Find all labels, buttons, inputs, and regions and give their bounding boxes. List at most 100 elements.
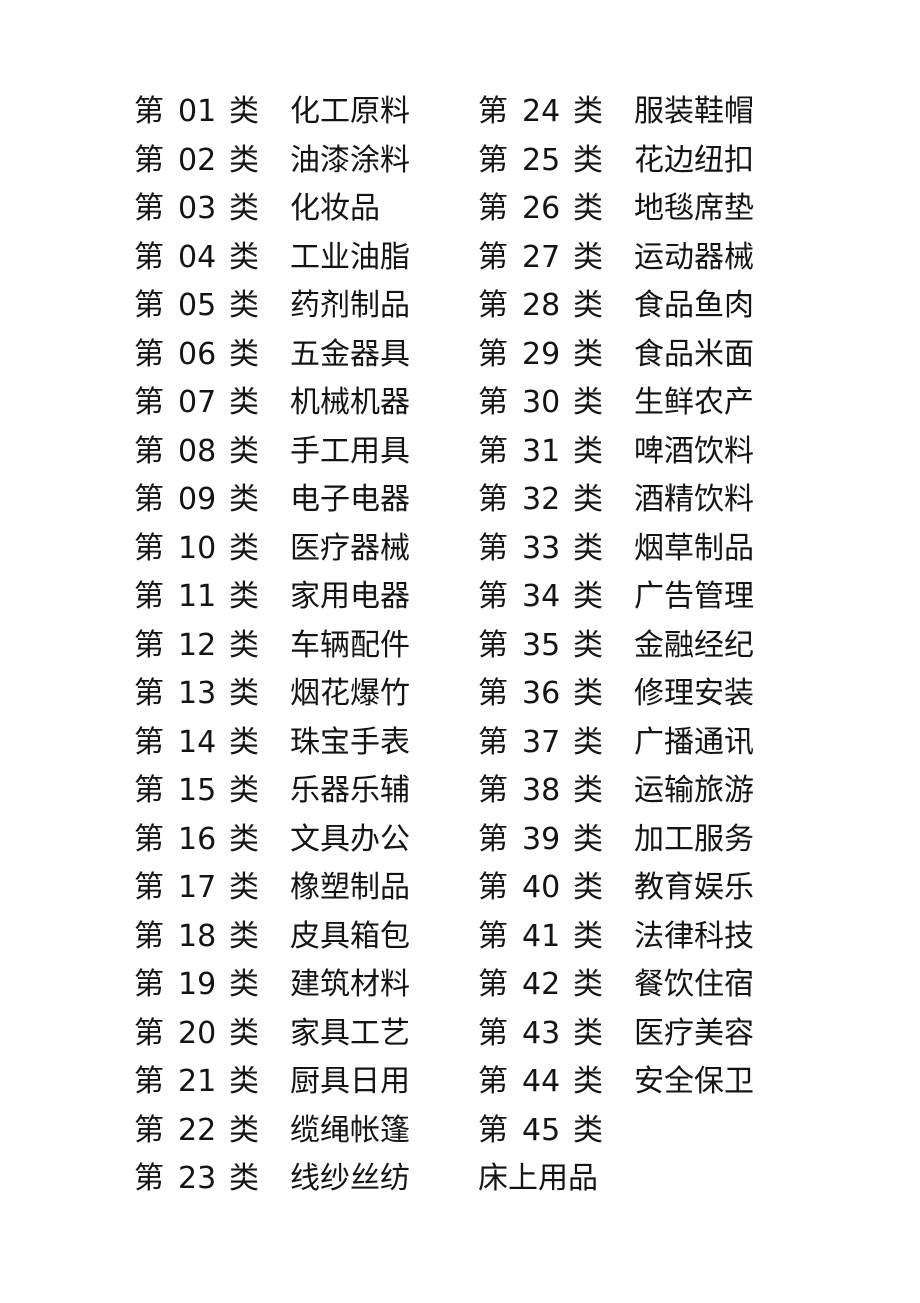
class-prefix: 第 — [134, 94, 164, 129]
class-number: 31 — [522, 433, 561, 469]
class-number: 26 — [522, 191, 561, 226]
class-label: 油漆涂料 — [290, 142, 410, 178]
right-entry: 第 30 类生鲜农产 — [478, 379, 920, 428]
class-suffix: 类 — [573, 385, 603, 420]
class-label: 电子电器 — [290, 482, 410, 517]
class-prefix: 第 — [134, 627, 164, 663]
class-suffix: 类 — [573, 627, 603, 663]
class-row: 第 19 类建筑材料 第 42 类餐饮住宿 — [134, 961, 920, 1010]
class-label: 缆绳帐篷 — [290, 1112, 410, 1148]
class-prefix: 第 — [134, 385, 164, 420]
class-label: 乐器乐辅 — [290, 773, 410, 808]
class-row: 第 11 类家用电器 第 34 类广告管理 — [134, 573, 920, 622]
left-entry: 第 23 类线纱丝纺 — [134, 1155, 478, 1204]
right-entry: 床上用品 — [478, 1155, 920, 1204]
class-prefix: 第 — [478, 821, 508, 857]
class-prefix: 第 — [134, 191, 164, 226]
class-row: 第 20 类家具工艺 第 43 类医疗美容 — [134, 1010, 920, 1059]
class-prefix: 第 — [478, 530, 508, 566]
class-number: 05 — [178, 288, 217, 323]
class-label: 化妆品 — [290, 191, 380, 226]
class-suffix: 类 — [229, 676, 259, 711]
left-entry: 第 05 类药剂制品 — [134, 282, 478, 331]
class-suffix: 类 — [573, 1112, 603, 1148]
class-number: 43 — [522, 1015, 561, 1051]
class-label: 医疗器械 — [290, 530, 410, 566]
class-number: 23 — [178, 1161, 217, 1196]
class-prefix: 第 — [134, 773, 164, 808]
class-prefix: 第 — [134, 821, 164, 857]
class-label: 车辆配件 — [290, 627, 410, 663]
class-label: 皮具箱包 — [290, 918, 410, 954]
class-prefix: 第 — [134, 1064, 164, 1099]
class-prefix: 第 — [478, 967, 508, 1002]
class-number: 18 — [178, 918, 217, 954]
left-entry: 第 21 类厨具日用 — [134, 1058, 478, 1107]
class-number: 19 — [178, 967, 217, 1002]
class-number: 17 — [178, 870, 217, 905]
class-suffix: 类 — [229, 918, 259, 954]
class-label: 食品米面 — [634, 336, 754, 372]
class-prefix: 第 — [134, 1015, 164, 1051]
right-entry: 第 29 类食品米面 — [478, 331, 920, 380]
class-row: 第 06 类五金器具 第 29 类食品米面 — [134, 331, 920, 380]
class-prefix: 第 — [478, 288, 508, 323]
class-prefix: 第 — [478, 1064, 508, 1099]
class-row: 第 17 类橡塑制品 第 40 类教育娱乐 — [134, 864, 920, 913]
class-suffix: 类 — [229, 94, 259, 129]
right-entry: 第 44 类安全保卫 — [478, 1058, 920, 1107]
class-number: 38 — [522, 773, 561, 808]
class-prefix: 第 — [478, 1015, 508, 1051]
class-label: 广播通讯 — [634, 724, 754, 760]
class-prefix: 第 — [134, 433, 164, 469]
class-label: 法律科技 — [634, 918, 754, 954]
right-entry: 第 28 类食品鱼肉 — [478, 282, 920, 331]
class-number: 22 — [178, 1112, 217, 1148]
class-number: 35 — [522, 627, 561, 663]
class-number: 10 — [178, 530, 217, 566]
right-entry: 第 42 类餐饮住宿 — [478, 961, 920, 1010]
left-entry: 第 16 类文具办公 — [134, 816, 478, 865]
class-label: 药剂制品 — [290, 288, 410, 323]
left-entry: 第 09 类电子电器 — [134, 476, 478, 525]
class-label: 烟花爆竹 — [290, 676, 410, 711]
class-suffix: 类 — [229, 288, 259, 323]
class-number: 01 — [178, 94, 217, 129]
right-entry: 第 25 类花边纽扣 — [478, 137, 920, 186]
class-prefix: 第 — [134, 918, 164, 954]
class-row: 第 15 类乐器乐辅 第 38 类运输旅游 — [134, 767, 920, 816]
class-prefix: 第 — [478, 579, 508, 614]
class-prefix: 第 — [134, 870, 164, 905]
class-prefix: 第 — [478, 191, 508, 226]
class-number: 14 — [178, 724, 217, 760]
class-prefix: 第 — [478, 627, 508, 663]
class-label: 地毯席垫 — [634, 191, 754, 226]
class-number: 13 — [178, 676, 217, 711]
class-label: 酒精饮料 — [634, 482, 754, 517]
left-entry: 第 19 类建筑材料 — [134, 961, 478, 1010]
right-entry: 第 33 类烟草制品 — [478, 525, 920, 574]
left-entry: 第 17 类橡塑制品 — [134, 864, 478, 913]
class-suffix: 类 — [229, 627, 259, 663]
class-number: 25 — [522, 142, 561, 178]
right-entry: 第 27 类运动器械 — [478, 234, 920, 283]
class-number: 15 — [178, 773, 217, 808]
class-prefix: 第 — [478, 433, 508, 469]
class-suffix: 类 — [573, 191, 603, 226]
class-number: 21 — [178, 1064, 217, 1099]
left-entry: 第 10 类医疗器械 — [134, 525, 478, 574]
class-number: 29 — [522, 336, 561, 372]
left-entry: 第 22 类缆绳帐篷 — [134, 1107, 478, 1156]
left-entry: 第 07 类机械机器 — [134, 379, 478, 428]
class-label: 广告管理 — [634, 579, 754, 614]
class-suffix: 类 — [573, 1015, 603, 1051]
class-suffix: 类 — [573, 142, 603, 178]
class-number: 07 — [178, 385, 217, 420]
class-suffix: 类 — [229, 239, 259, 275]
class-suffix: 类 — [573, 1064, 603, 1099]
class-number: 06 — [178, 336, 217, 372]
class-prefix: 第 — [134, 239, 164, 275]
class-row: 第 02 类油漆涂料 第 25 类花边纽扣 — [134, 137, 920, 186]
class-suffix: 类 — [229, 142, 259, 178]
class-suffix: 类 — [573, 967, 603, 1002]
